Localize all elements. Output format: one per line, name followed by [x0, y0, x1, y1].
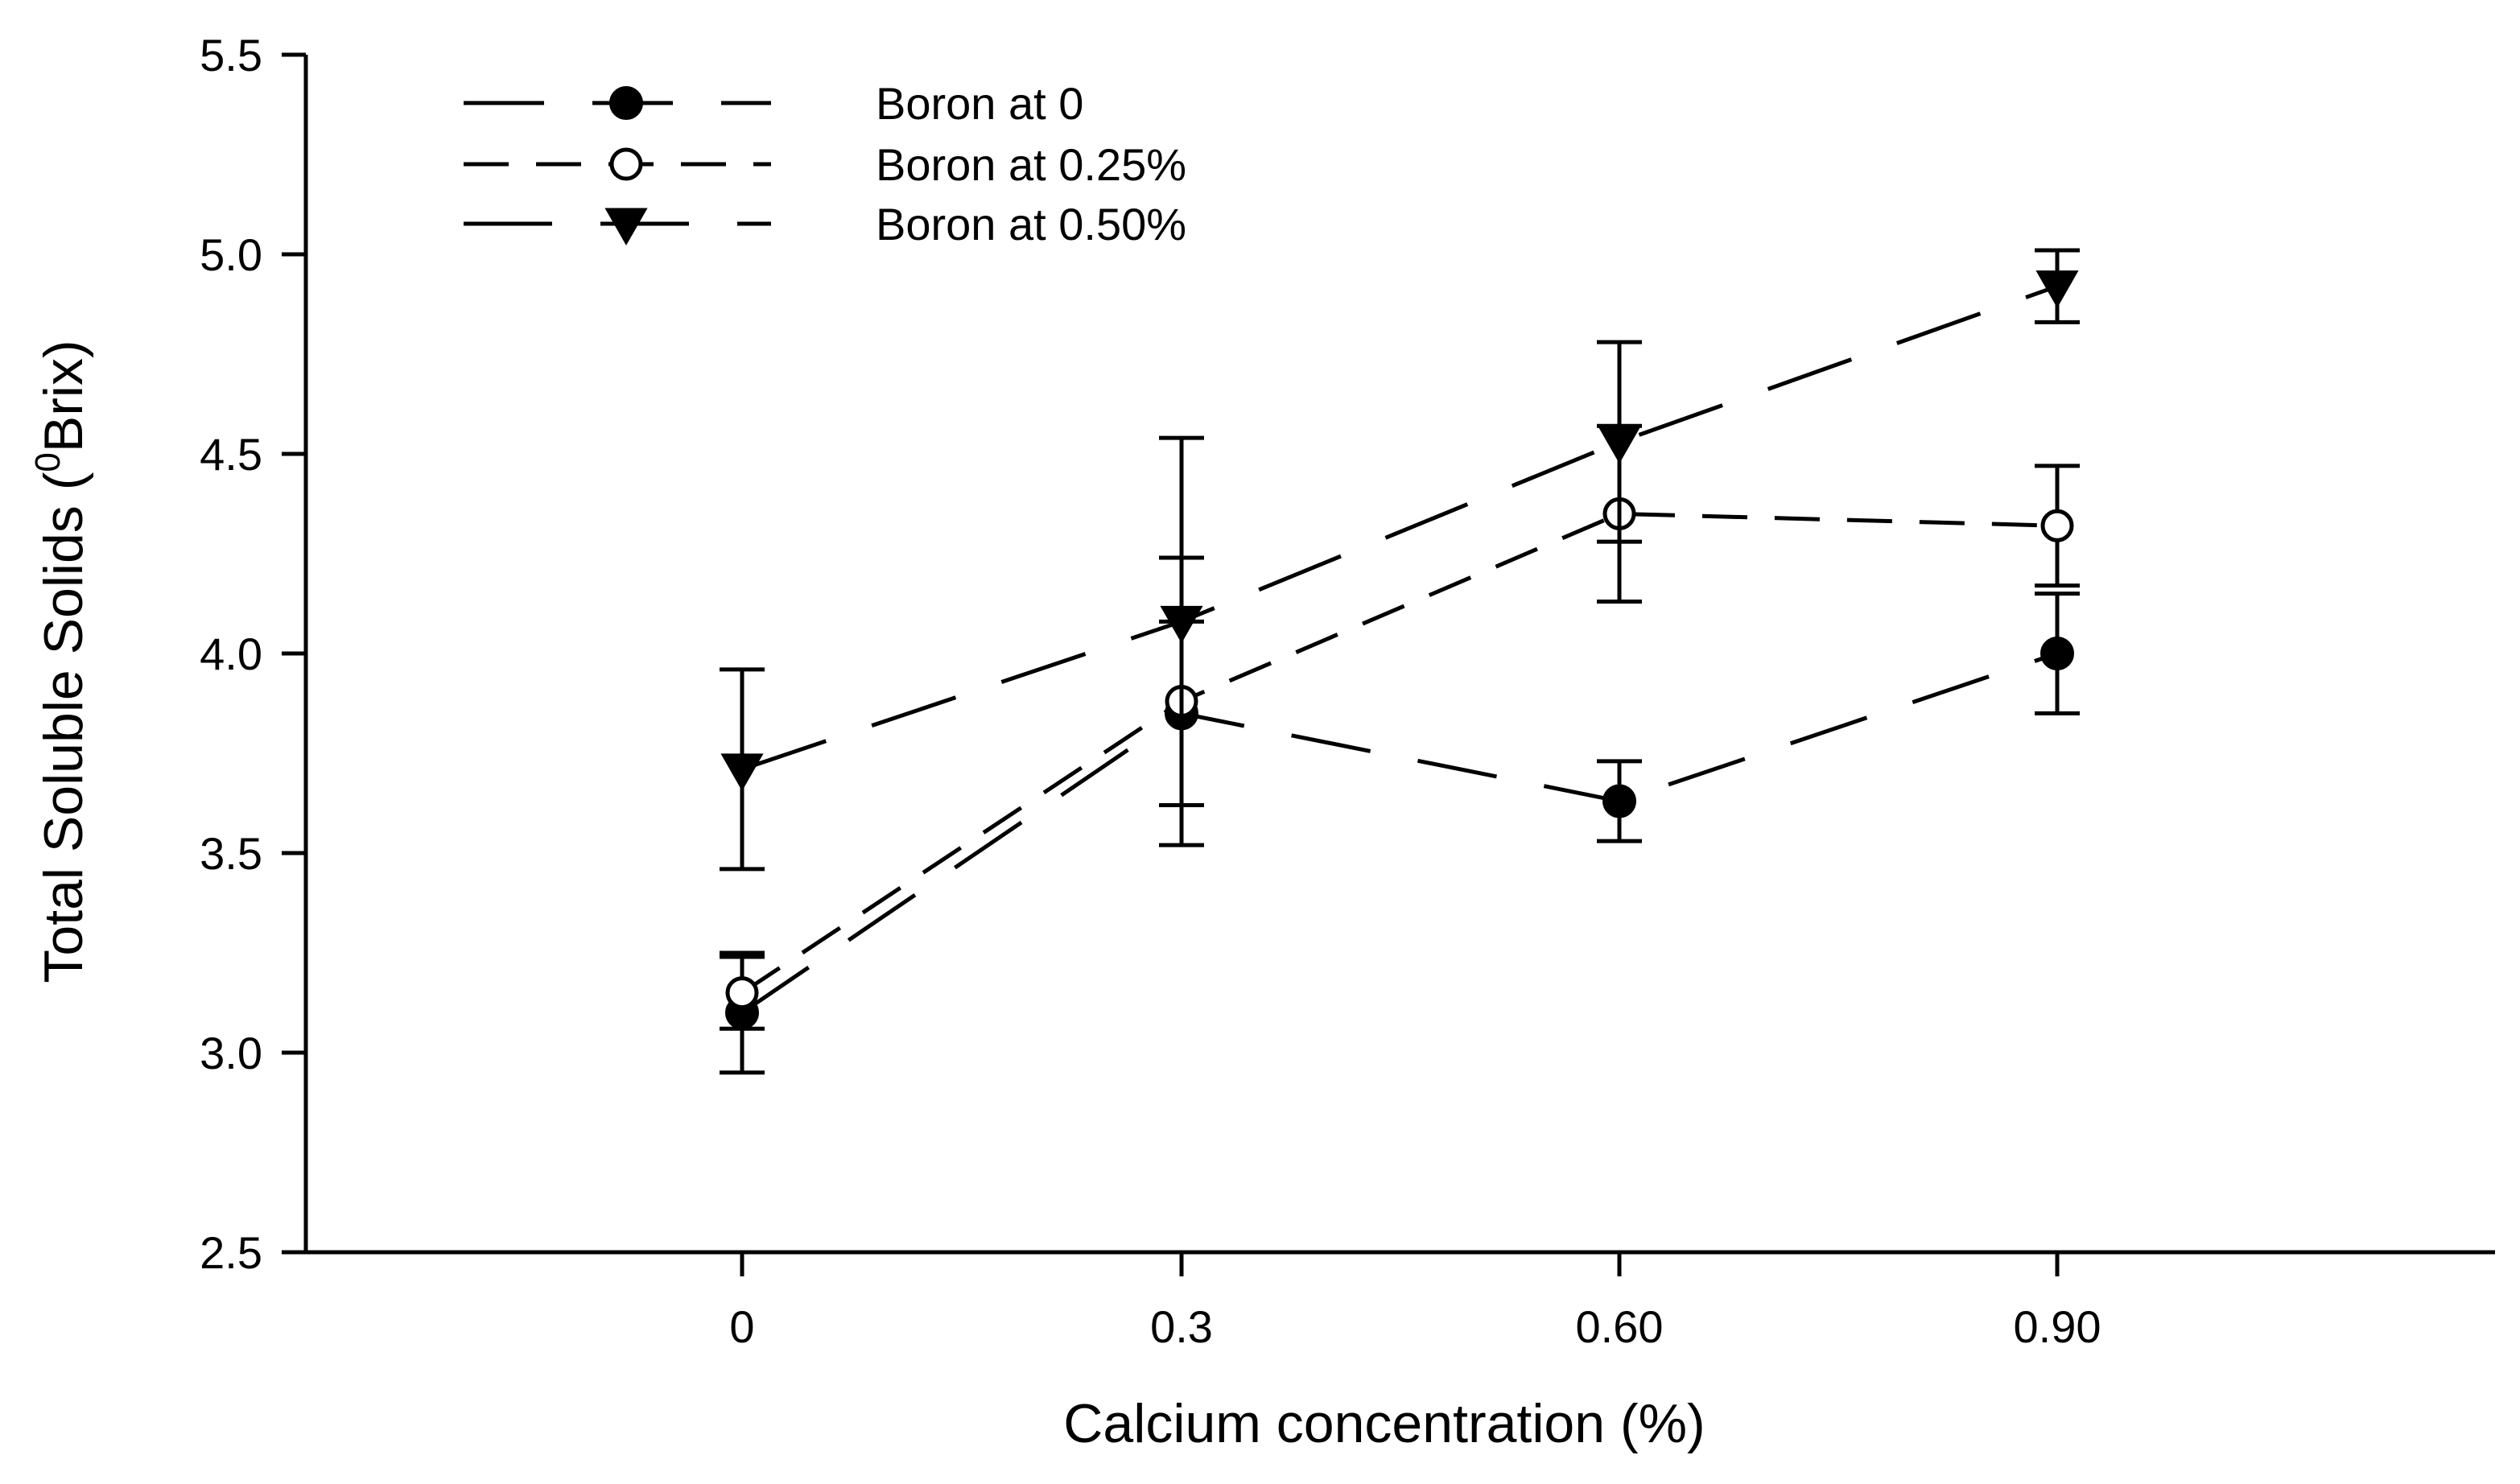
data-point — [725, 976, 759, 1010]
axes — [303, 55, 2495, 1255]
x-tick-label: 0.60 — [1576, 1301, 1664, 1352]
legend-item-3: Boron at 0.50% — [464, 199, 1186, 249]
y-tick-label: 5.5 — [200, 30, 262, 80]
legend-marker — [609, 147, 643, 181]
y-axis-label-main: Total Soluble Solids ( — [33, 472, 94, 983]
y-tick-label: 4.5 — [200, 429, 262, 480]
legend-item-1: Boron at 0 — [464, 78, 1083, 129]
x-tick-label: 0.90 — [2014, 1301, 2101, 1352]
data-point — [720, 753, 764, 791]
y-ticks: 2.5 3.0 3.5 4.0 4.5 5.0 5.5 — [200, 30, 306, 1278]
y-axis-label-suffix: Brix) — [33, 340, 94, 452]
legend-label: Boron at 0.25% — [876, 139, 1186, 190]
series-line — [740, 511, 2058, 995]
data-point — [2040, 509, 2074, 542]
legend-item-2: Boron at 0.25% — [464, 139, 1186, 190]
plot-area — [720, 248, 2080, 1075]
data-point — [2040, 637, 2074, 670]
y-axis-label-superscript: 0 — [28, 452, 68, 472]
series-1 — [720, 592, 2080, 1075]
x-tick-label: 0.3 — [1150, 1301, 1213, 1352]
x-axis-label: Calcium concentration (%) — [1063, 1393, 1705, 1454]
legend-marker — [609, 86, 643, 120]
data-point — [1598, 426, 1641, 464]
x-tick-label: 0 — [729, 1301, 754, 1352]
series-line — [741, 284, 2058, 772]
y-tick-label: 3.0 — [200, 1028, 262, 1078]
legend-marker — [604, 208, 648, 246]
y-axis-label: Total Soluble Solids (0Brix) — [28, 340, 94, 983]
x-ticks: 0 0.3 0.60 0.90 — [729, 1252, 2101, 1352]
y-tick-label: 3.5 — [200, 828, 262, 879]
series-3 — [720, 248, 2080, 872]
series-line — [740, 651, 2058, 1015]
legend: Boron at 0 Boron at 0.25% Boron at 0.50% — [464, 78, 1186, 249]
y-tick-label: 5.0 — [200, 229, 262, 280]
legend-label: Boron at 0.50% — [876, 199, 1186, 249]
legend-label: Boron at 0 — [876, 78, 1083, 129]
data-point — [2035, 270, 2079, 308]
y-tick-label: 4.0 — [200, 629, 262, 679]
series-2 — [720, 423, 2080, 1031]
data-point — [1160, 605, 1203, 644]
data-point — [1602, 784, 1636, 818]
y-tick-label: 2.5 — [200, 1227, 262, 1278]
